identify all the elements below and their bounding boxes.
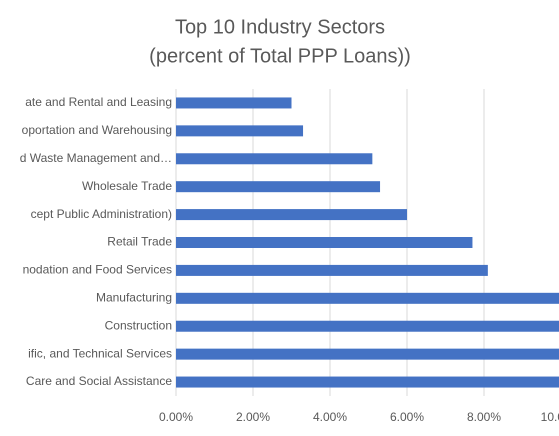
bar [176, 97, 292, 109]
y-tick-label: d Waste Management and… [20, 151, 172, 165]
bar [176, 348, 559, 360]
bar [176, 320, 559, 332]
y-tick-label: Construction [105, 318, 172, 332]
y-tick-label: Wholesale Trade [82, 179, 172, 193]
bar [176, 209, 407, 221]
y-tick-label: Retail Trade [107, 235, 172, 249]
bar [176, 181, 381, 193]
y-tick-label: Care and Social Assistance [26, 374, 172, 388]
bar [176, 376, 559, 388]
chart-title: Top 10 Industry Sectors [175, 16, 385, 38]
y-tick-label: cept Public Administration) [31, 207, 172, 221]
bar [176, 153, 373, 165]
bar [176, 237, 473, 248]
x-tick-label: 2.00% [236, 410, 270, 424]
y-tick-label: nodation and Food Services [23, 263, 172, 277]
bar [176, 292, 559, 304]
y-tick-label: ific, and Technical Services [28, 346, 172, 360]
x-tick-label: 0.00% [159, 410, 193, 424]
x-tick-label: 6.00% [390, 410, 424, 424]
chart-subtitle: (percent of Total PPP Loans)) [149, 45, 411, 67]
y-tick-label: Manufacturing [96, 290, 172, 304]
bar [176, 125, 304, 137]
y-tick-label: ate and Rental and Leasing [25, 95, 172, 109]
bar [176, 264, 488, 276]
x-tick-label: 8.00% [467, 410, 501, 424]
y-tick-label: oportation and Warehousing [22, 123, 172, 137]
x-tick-label: 4.00% [313, 410, 347, 424]
x-tick-label: 10.00% [541, 410, 559, 424]
